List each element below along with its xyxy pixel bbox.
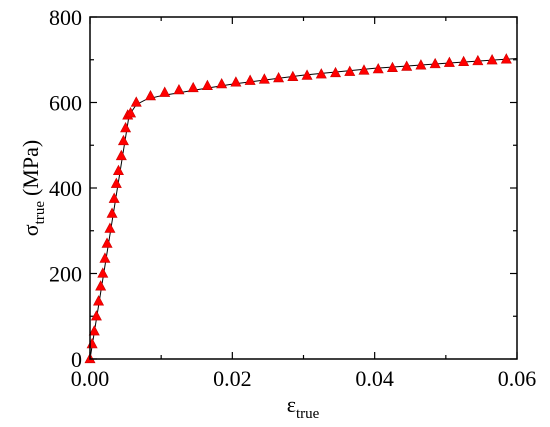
data-point-marker xyxy=(95,280,107,291)
data-markers xyxy=(84,53,512,364)
x-axis-label: εtrue xyxy=(287,392,320,422)
y-tick-label: 200 xyxy=(49,262,82,287)
data-point-marker xyxy=(429,57,441,69)
data-point-marker xyxy=(120,122,132,133)
data-point-marker xyxy=(115,149,127,161)
data-point-marker xyxy=(112,164,124,176)
fit-line xyxy=(89,58,518,360)
data-point-marker xyxy=(472,54,484,66)
data-point-marker xyxy=(187,81,199,93)
data-point-marker xyxy=(500,53,512,64)
data-point-marker xyxy=(101,237,113,248)
data-point-marker xyxy=(110,177,122,188)
y-axis-unit: (MPa) xyxy=(18,140,43,196)
x-axis-symbol: ε xyxy=(287,392,296,417)
data-point-marker xyxy=(415,59,427,70)
data-point-marker xyxy=(104,222,116,233)
axis-ticks xyxy=(89,16,518,360)
data-point-marker xyxy=(106,207,118,218)
data-point-marker xyxy=(99,252,111,263)
x-tick-label: 0.00 xyxy=(71,366,110,391)
y-axis-symbol: σ xyxy=(18,224,43,236)
data-point-marker xyxy=(144,89,156,101)
data-point-marker xyxy=(117,134,129,146)
x-axis-subscript: true xyxy=(296,406,320,422)
data-point-marker xyxy=(358,64,370,75)
data-point-marker xyxy=(93,295,105,306)
y-tick-label: 400 xyxy=(49,176,82,201)
data-point-marker xyxy=(273,71,285,83)
data-point-marker xyxy=(130,96,142,107)
y-tick-label: 800 xyxy=(49,5,82,30)
y-tick-labels: 0 200 400 600 800 xyxy=(49,5,82,372)
data-point-marker xyxy=(330,66,342,78)
data-point-marker xyxy=(458,55,470,67)
data-point-marker xyxy=(301,69,313,80)
x-tick-label: 0.02 xyxy=(213,366,252,391)
data-point-marker xyxy=(230,76,242,87)
data-point-marker xyxy=(216,77,228,89)
x-tick-label: 0.04 xyxy=(355,366,394,391)
y-axis-label: σtrue (MPa) xyxy=(18,140,48,236)
y-axis-subscript: true xyxy=(32,201,48,225)
data-point-marker xyxy=(125,107,137,118)
data-point-marker xyxy=(344,65,356,76)
y-tick-label: 600 xyxy=(49,91,82,116)
data-point-marker xyxy=(244,74,256,85)
data-point-marker xyxy=(315,68,327,79)
data-point-marker xyxy=(401,60,413,71)
plot-frame xyxy=(89,16,518,360)
data-point-marker xyxy=(173,83,185,95)
data-point-marker xyxy=(486,54,498,65)
data-point-marker xyxy=(108,192,120,203)
data-point-marker xyxy=(372,63,384,74)
fit-line-group xyxy=(89,58,518,360)
data-point-marker xyxy=(287,70,299,81)
x-tick-labels: 0.00 0.02 0.04 0.06 xyxy=(71,366,537,391)
data-point-marker xyxy=(201,79,213,90)
x-tick-label: 0.06 xyxy=(498,366,537,391)
y-tick-label: 0 xyxy=(71,347,82,372)
data-point-marker xyxy=(386,61,398,73)
data-point-marker xyxy=(86,337,98,349)
data-point-marker xyxy=(97,267,109,278)
data-point-marker xyxy=(258,73,270,84)
data-point-marker xyxy=(90,310,102,321)
data-point-marker xyxy=(88,325,100,336)
data-point-marker xyxy=(443,56,455,67)
data-point-marker xyxy=(159,86,171,97)
